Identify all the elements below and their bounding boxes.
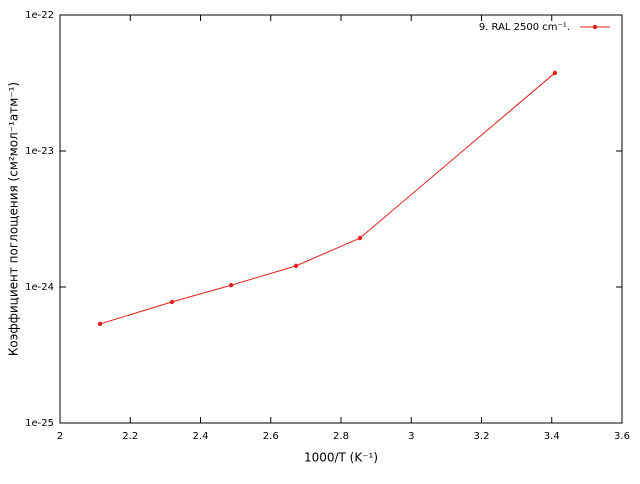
plot-frame [59, 14, 623, 424]
x-tick-label: 3 [408, 431, 414, 442]
x-tick-label: 3.2 [474, 431, 490, 442]
data-point [357, 235, 363, 241]
data-point [552, 70, 558, 76]
y-tick-label: 1e-23 [25, 146, 54, 157]
data-point [228, 283, 234, 288]
x-tick-label: 2.6 [263, 431, 279, 442]
data-point [169, 299, 175, 305]
y-tick-label: 1e-24 [25, 282, 54, 293]
y-tick-label: 1e-22 [25, 10, 54, 21]
x-tick-label: 3.6 [614, 431, 630, 442]
y-axis-title: Коэффициент поглощения (см²мол⁻¹атм⁻¹) [7, 82, 21, 356]
x-tick-label: 2.8 [333, 431, 349, 442]
x-tick-label: 2.4 [193, 431, 209, 442]
x-tick-label: 2.2 [122, 431, 138, 442]
legend-marker [592, 24, 598, 30]
data-point [97, 321, 103, 327]
legend-label: 9. RAL 2500 cm⁻¹. [479, 22, 570, 33]
data-line [99, 72, 556, 325]
y-tick-label: 1e-25 [25, 418, 54, 429]
x-axis-title: 1000/T (K⁻¹) [304, 451, 378, 465]
x-tick-label: 2 [57, 431, 63, 442]
x-tick-label: 3.4 [544, 431, 560, 442]
data-point [293, 263, 299, 269]
